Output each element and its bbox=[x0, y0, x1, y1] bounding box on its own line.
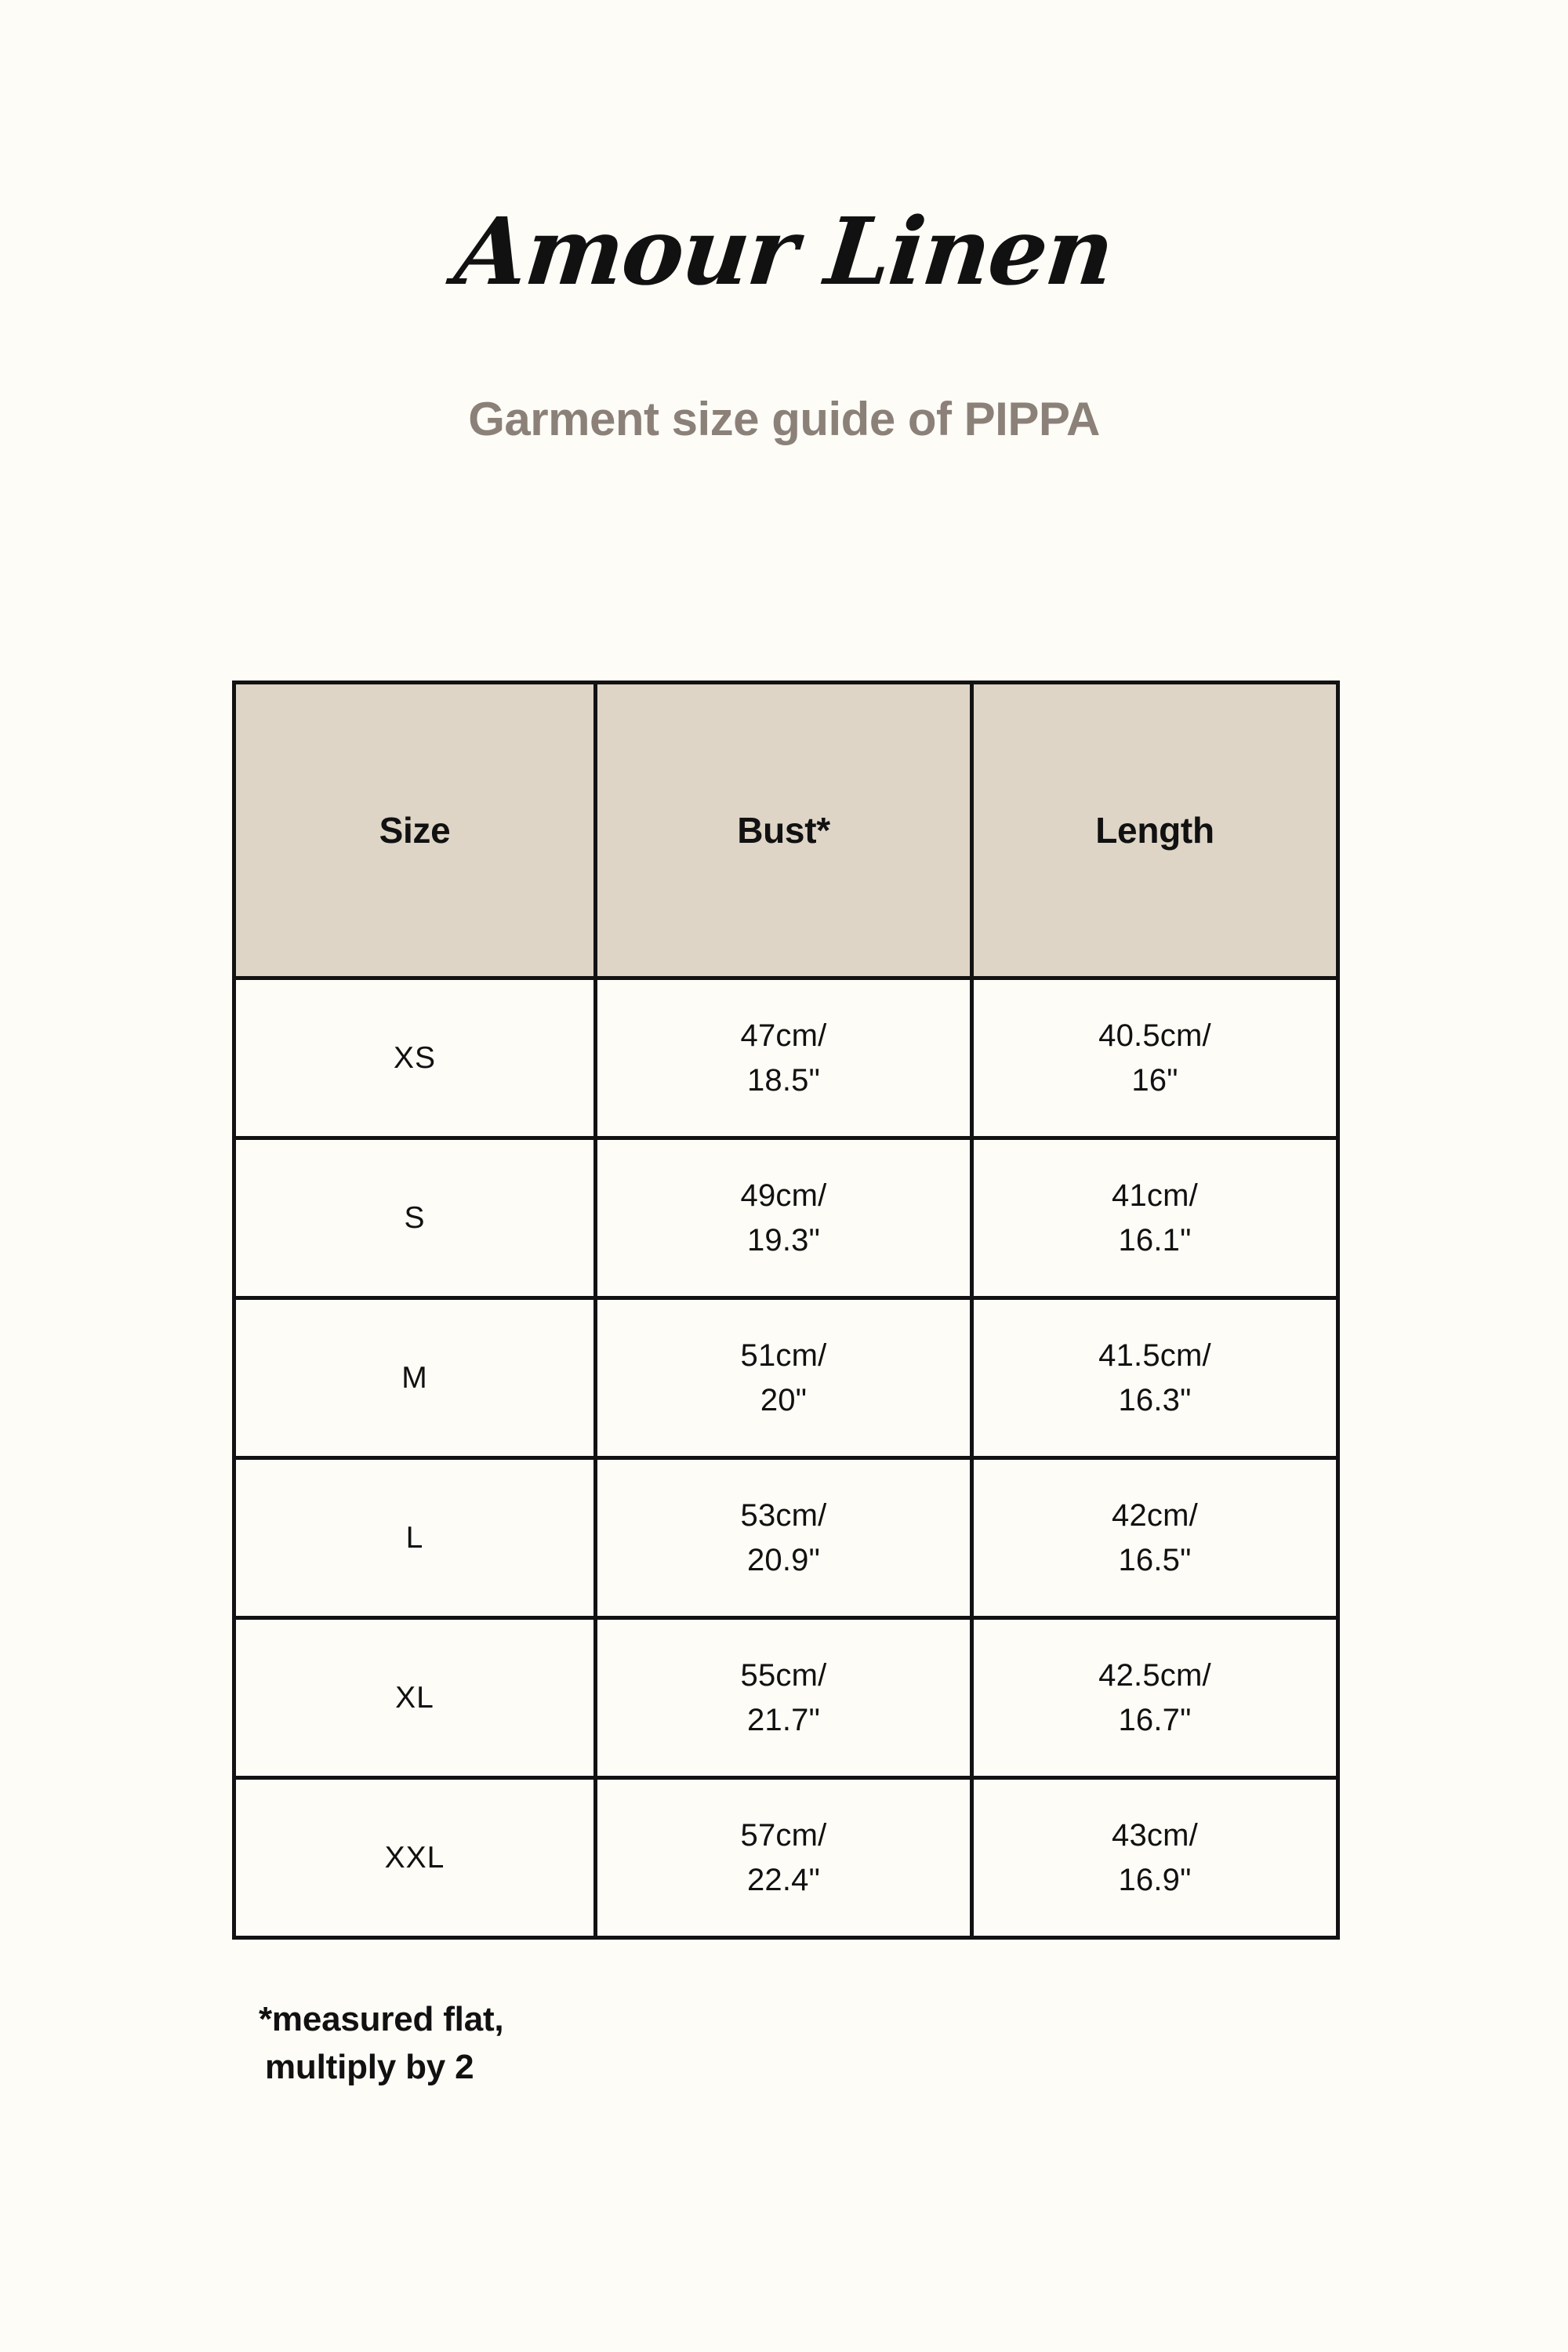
cell-bust: 55cm/ 21.7" bbox=[593, 1616, 974, 1780]
bust-in: 19.3" bbox=[746, 1222, 821, 1258]
table-row: XL 55cm/ 21.7" 42.5cm/ 16.7" bbox=[232, 1616, 1340, 1780]
cell-size: XS bbox=[232, 976, 597, 1140]
cell-size: XL bbox=[232, 1616, 597, 1780]
cell-length: 41.5cm/ 16.3" bbox=[970, 1296, 1340, 1460]
cell-size: M bbox=[232, 1296, 597, 1460]
cell-size: XXL bbox=[232, 1776, 597, 1940]
table-row: XXL 57cm/ 22.4" 43cm/ 16.9" bbox=[232, 1776, 1340, 1940]
bust-in: 18.5" bbox=[746, 1062, 821, 1098]
bust-cm: 49cm/ bbox=[740, 1178, 827, 1213]
column-header-size: Size bbox=[232, 681, 597, 980]
cell-size: S bbox=[232, 1136, 597, 1300]
cell-length: 40.5cm/ 16" bbox=[970, 976, 1340, 1140]
cell-bust: 53cm/ 20.9" bbox=[593, 1456, 974, 1620]
table-row: M 51cm/ 20" 41.5cm/ 16.3" bbox=[232, 1296, 1340, 1460]
length-in: 16.5" bbox=[1118, 1542, 1192, 1577]
cell-length: 43cm/ 16.9" bbox=[970, 1776, 1340, 1940]
table-row: S 49cm/ 19.3" 41cm/ 16.1" bbox=[232, 1136, 1340, 1300]
length-in: 16.7" bbox=[1118, 1702, 1192, 1737]
bust-in: 22.4" bbox=[746, 1862, 821, 1897]
cell-bust: 57cm/ 22.4" bbox=[593, 1776, 974, 1940]
cell-size: L bbox=[232, 1456, 597, 1620]
length-cm: 41cm/ bbox=[1112, 1178, 1198, 1213]
bust-cm: 55cm/ bbox=[740, 1657, 827, 1693]
length-cm: 40.5cm/ bbox=[1098, 1018, 1211, 1053]
cell-bust: 49cm/ 19.3" bbox=[593, 1136, 974, 1300]
column-header-bust: Bust* bbox=[593, 681, 974, 980]
length-cm: 42.5cm/ bbox=[1098, 1657, 1211, 1693]
bust-cm: 47cm/ bbox=[740, 1018, 827, 1053]
length-in: 16.1" bbox=[1118, 1222, 1192, 1258]
length-cm: 41.5cm/ bbox=[1098, 1338, 1211, 1373]
cell-bust: 47cm/ 18.5" bbox=[593, 976, 974, 1140]
cell-length: 42cm/ 16.5" bbox=[970, 1456, 1340, 1620]
length-in: 16.9" bbox=[1118, 1862, 1192, 1897]
bust-in: 21.7" bbox=[746, 1702, 821, 1737]
brand-logo: Amour Linen bbox=[450, 197, 1118, 306]
cell-length: 41cm/ 16.1" bbox=[970, 1136, 1340, 1300]
cell-length: 42.5cm/ 16.7" bbox=[970, 1616, 1340, 1780]
footnote-line-2: multiply by 2 bbox=[265, 2047, 474, 2086]
table-header: Size Bust* Length bbox=[232, 681, 1340, 980]
table-row: XS 47cm/ 18.5" 40.5cm/ 16" bbox=[232, 976, 1340, 1140]
length-cm: 42cm/ bbox=[1112, 1497, 1198, 1533]
length-in: 16.3" bbox=[1118, 1382, 1192, 1417]
length-cm: 43cm/ bbox=[1112, 1817, 1198, 1853]
table-row: L 53cm/ 20.9" 42cm/ 16.5" bbox=[232, 1456, 1340, 1620]
page-subtitle: Garment size guide of PIPPA bbox=[468, 393, 1100, 445]
table-body: XS 47cm/ 18.5" 40.5cm/ 16" S 49cm/ 19.3"… bbox=[232, 976, 1340, 1940]
size-chart-table: Size Bust* Length XS 47cm/ 18.5" 40.5cm/… bbox=[232, 681, 1340, 1940]
header-row: Size Bust* Length bbox=[232, 681, 1340, 980]
column-header-length: Length bbox=[970, 681, 1340, 980]
bust-in: 20.9" bbox=[746, 1542, 821, 1577]
bust-in: 20" bbox=[760, 1382, 808, 1417]
bust-cm: 53cm/ bbox=[740, 1497, 827, 1533]
length-in: 16" bbox=[1131, 1062, 1178, 1098]
footnote-line-1: *measured flat, bbox=[259, 2000, 504, 2038]
bust-cm: 51cm/ bbox=[740, 1338, 827, 1373]
bust-cm: 57cm/ bbox=[740, 1817, 827, 1853]
cell-bust: 51cm/ 20" bbox=[593, 1296, 974, 1460]
measurement-footnote: *measured flat, multiply by 2 bbox=[259, 1996, 504, 2091]
